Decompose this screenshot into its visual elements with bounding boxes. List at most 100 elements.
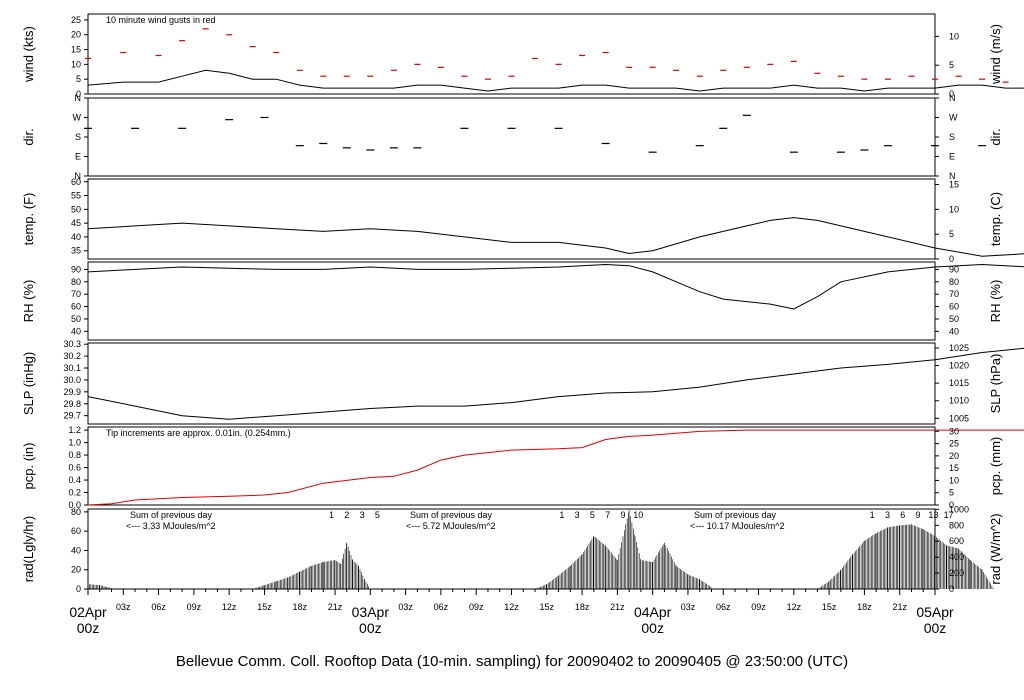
y-axis-label: pcp. (in) [21,443,36,490]
y-tick-label-right: 80 [949,277,959,287]
date-label: 02Apr [69,604,107,620]
y-tick-label-right: 1020 [949,361,969,371]
y-tick-label: 35 [71,246,81,256]
gust-annotation: 10 minute wind gusts in red [106,15,216,25]
daily-note-line1: Sum of previous day [694,510,777,520]
y-tick-label-right: 1025 [949,343,969,353]
hour-mark: 1 [329,510,334,520]
y-tick-label-right: S [949,132,955,142]
direction-series [84,114,987,153]
y-tick-label: 55 [71,191,81,201]
y-tick-label-right: 0 [949,89,954,99]
y-tick-label: 1.0 [68,438,81,448]
y-axis-label-right: temp. (C) [988,192,1003,246]
panel-frame [87,342,936,425]
gust-series [85,28,1009,83]
y-tick-label-right: 1005 [949,413,969,423]
y-axis-label: dir. [21,128,36,145]
x-tick-label: 12z [222,602,237,612]
y-tick-label: 15 [71,45,81,55]
y-tick-label: 60 [71,526,81,536]
hour-mark: 13 [928,510,938,520]
y-tick-label-right: W [949,113,958,123]
y-tick-label: 50 [71,204,81,214]
y-tick-label-right: 0 [949,500,954,510]
y-tick-label: N [75,171,82,181]
y-tick-label-right: 60 [949,302,959,312]
y-tick-label: 1.2 [68,425,81,435]
y-tick-label: 40 [71,232,81,242]
x-tick-label: 09z [751,602,766,612]
y-tick-label: 40 [71,326,81,336]
y-tick-label-right: 10 [949,204,959,214]
panel-frame [87,178,936,260]
y-tick-label-right: 30 [949,426,959,436]
pressure-line [87,347,1024,420]
panel-frame [87,261,936,341]
panel-wind: 0 5 10 15 20 25 0 5 10 wind (kts) wind (m/s) 10 min… [21,13,1024,99]
y-tick-label: N [75,93,82,103]
y-tick-label: 0 [76,584,81,594]
wind-speed-line [87,69,1024,92]
pcp-annotation: Tip increments are approx. 0.01in. (0.25… [106,428,291,438]
y-tick-label-right: 40 [949,326,959,336]
y-axis-label: rad(Lgly/hr) [21,516,36,582]
y-tick-label: 60 [71,177,81,187]
y-tick-label-right: 15 [949,180,959,190]
temperature-line [87,217,1024,257]
date-z-label: 00z [924,620,947,636]
hour-mark: 2 [344,510,349,520]
y-tick-label: 80 [71,277,81,287]
y-tick-label: 0.0 [68,500,81,510]
date-z-label: 00z [77,620,100,636]
date-z-label: 00z [359,620,382,636]
y-tick-label-right: E [949,152,955,162]
y-tick-label-right: 5 [949,60,954,70]
y-tick-label: 5 [76,74,81,84]
chart-footer: Bellevue Comm. Coll. Rooftop Data (10-mi… [176,653,848,670]
x-tick-label: 03z [681,602,696,612]
date-label: 04Apr [634,604,672,620]
time-axis: 03z 06z 09z 12z 15z 18z 21z 03z 06z 09z 12z 15z 18z 2… [69,589,954,636]
panel-slp: 29.7 29.8 29.9 30.0 30.1 30.2 30.3 1005 1010 1015… [21,339,1024,425]
y-tick-label: 60 [71,302,81,312]
hour-mark: 3 [360,510,365,520]
y-tick-label-right: 0 [949,584,954,594]
y-tick-label: 25 [71,15,81,25]
humidity-line [87,263,1024,310]
precipitation-line [87,429,1024,506]
x-tick-label: 15z [257,602,272,612]
daily-note-line2: <--- 10.17 MJoules/m^2 [690,521,785,531]
date-label: 03Apr [352,604,390,620]
y-tick-label: 30.1 [63,363,81,373]
y-axis-label-right: pcp. (mm) [988,437,1003,496]
x-tick-label: 03z [398,602,413,612]
y-tick-label: 70 [71,289,81,299]
y-tick-label-right: 25 [949,439,959,449]
panel-frame [87,426,936,506]
y-tick-label: 50 [71,314,81,324]
hour-mark: 3 [575,510,580,520]
y-tick-label: 0.2 [68,488,81,498]
daily-note-line2: <--- 5.72 MJoules/m^2 [406,521,496,531]
panel-frame [87,13,936,95]
daily-note-line2: <--- 3.33 MJoules/m^2 [126,521,216,531]
hour-mark: 5 [590,510,595,520]
y-tick-label: 30.0 [63,375,81,385]
y-tick-label-right: 1010 [949,396,969,406]
hour-mark: 9 [621,510,626,520]
y-axis-label: RH (%) [21,280,36,323]
x-tick-label: 12z [787,602,802,612]
x-tick-label: 18z [575,602,590,612]
y-tick-label: 29.9 [63,387,81,397]
y-tick-label-right: 70 [949,289,959,299]
date-z-label: 00z [641,620,664,636]
y-tick-label: 30.2 [63,351,81,361]
y-tick-label: 20 [71,30,81,40]
y-tick-label: 29.7 [63,411,81,421]
y-tick-label-right: 50 [949,314,959,324]
y-tick-label: 29.8 [63,399,81,409]
